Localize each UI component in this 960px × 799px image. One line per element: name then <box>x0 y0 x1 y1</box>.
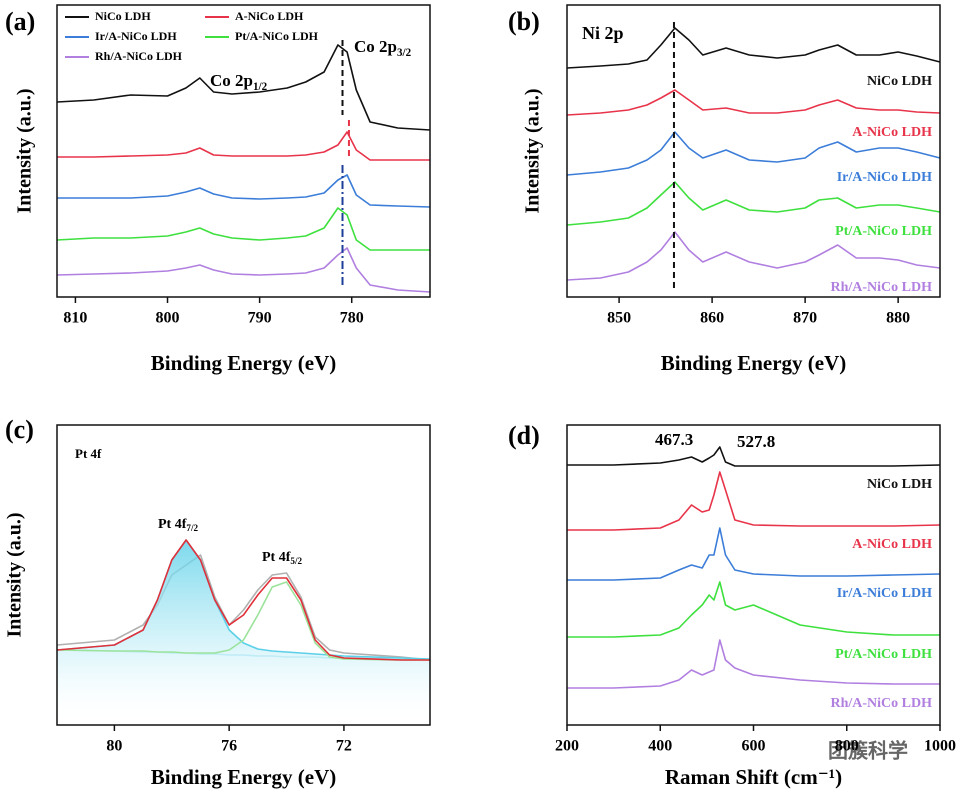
curve-label: NiCo LDH <box>867 74 932 89</box>
annotation: Pt 4f5/2 <box>262 550 302 566</box>
x-tick-label: 860 <box>700 310 724 327</box>
panel-label: (c) <box>5 415 34 444</box>
curve-label: A-NiCo LDH <box>852 125 932 140</box>
spectrum-line <box>56 44 431 131</box>
x-axis-title: Binding Energy (eV) <box>661 351 847 375</box>
curve-label: Rh/A-NiCo LDH <box>830 280 932 295</box>
annotation-text: Pt 4f <box>75 446 102 461</box>
watermark: 团簇科学 <box>828 739 908 763</box>
legend-label: NiCo LDH <box>95 9 151 23</box>
x-tick-label: 790 <box>248 310 272 327</box>
annotation-text: Ni 2p <box>582 23 624 43</box>
spectrum-line <box>57 131 430 161</box>
x-tick-label: 72 <box>336 738 352 755</box>
panel-label: (b) <box>508 7 540 36</box>
annotation-subscript: 1/2 <box>253 81 268 93</box>
plot-frame <box>56 424 431 726</box>
annotation-text: Co 2p <box>210 71 253 90</box>
annotation-subscript: 3/2 <box>397 47 412 59</box>
annotation-text: Co 2p <box>354 37 397 56</box>
spectrum-line <box>567 471 941 531</box>
annotation-text: Pt 4f <box>262 550 291 565</box>
curve-label: Pt/A-NiCo LDH <box>835 647 932 662</box>
legend-label: Rh/A-NiCo LDH <box>95 49 183 63</box>
curve-label: Rh/A-NiCo LDH <box>830 696 932 711</box>
spectrum-line <box>56 539 431 660</box>
y-axis-title: Intensity (a.u.) <box>522 88 544 213</box>
spectrum-line <box>566 131 941 176</box>
plot-frame <box>566 4 941 298</box>
peak-fill <box>57 540 430 725</box>
x-axis-title: Binding Energy (eV) <box>151 765 337 789</box>
spectrum-line <box>56 207 430 251</box>
spectrum-line <box>566 231 941 281</box>
spectrum-line <box>56 581 430 661</box>
panel-label: (a) <box>5 7 35 36</box>
spectrum-line <box>567 446 941 467</box>
spectrum-line <box>567 639 940 689</box>
spectrum-line <box>56 539 430 661</box>
legend-label: Ir/A-NiCo LDH <box>95 29 177 43</box>
curve-label: Pt/A-NiCo LDH <box>835 224 932 239</box>
x-axis-title: Binding Energy (eV) <box>151 351 337 375</box>
x-tick-label: 800 <box>156 310 180 327</box>
x-tick-label: 870 <box>793 310 817 327</box>
spectrum-line <box>567 581 940 638</box>
legend-label: Pt/A-NiCo LDH <box>235 29 319 43</box>
annotation-subscript: 5/2 <box>290 556 302 566</box>
curve-label: NiCo LDH <box>867 477 932 492</box>
annotation: Pt 4f7/2 <box>158 517 198 533</box>
spectrum-line <box>567 527 941 581</box>
curve-label: Ir/A-NiCo LDH <box>837 170 932 185</box>
x-tick-label: 1000 <box>924 738 956 755</box>
spectrum-line <box>57 174 431 208</box>
spectrum-line <box>56 247 431 293</box>
annotation: 467.3 <box>655 430 693 449</box>
spectrum-line <box>566 89 941 116</box>
annotation: 527.8 <box>737 432 775 451</box>
x-tick-label: 200 <box>555 738 579 755</box>
spectrum-line <box>566 181 941 226</box>
annotation-text: 527.8 <box>737 432 775 451</box>
x-tick-label: 76 <box>221 738 237 755</box>
x-tick-label: 850 <box>607 310 631 327</box>
x-tick-label: 780 <box>340 310 364 327</box>
plot-frame <box>56 4 431 298</box>
curve-label: A-NiCo LDH <box>852 537 932 552</box>
y-axis-title: Intensity (a.u.) <box>14 88 36 213</box>
x-tick-label: 810 <box>63 310 87 327</box>
annotation: Pt 4f <box>75 446 102 461</box>
x-tick-label: 800 <box>835 738 859 755</box>
annotation: Ni 2p <box>582 23 624 43</box>
annotation-text: Pt 4f <box>158 517 187 532</box>
x-tick-label: 400 <box>648 738 672 755</box>
x-tick-label: 80 <box>106 738 122 755</box>
annotation-subscript: 7/2 <box>186 523 198 533</box>
legend-label: A-NiCo LDH <box>235 9 304 23</box>
panel-label: (d) <box>508 421 540 450</box>
annotation-text: 467.3 <box>655 430 693 449</box>
x-tick-label: 880 <box>886 310 910 327</box>
x-axis-title: Raman Shift (cm⁻¹) <box>665 765 842 789</box>
x-tick-label: 600 <box>742 738 766 755</box>
annotation: Co 2p1/2 <box>210 71 268 93</box>
curve-label: Ir/A-NiCo LDH <box>837 586 932 601</box>
annotation: Co 2p3/2 <box>354 37 412 59</box>
spectrum-line <box>566 27 941 69</box>
y-axis-title: Intensity (a.u.) <box>4 512 26 637</box>
